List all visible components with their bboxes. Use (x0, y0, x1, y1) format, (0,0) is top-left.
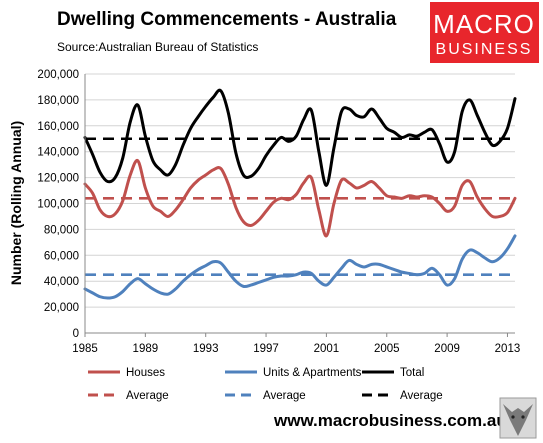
total-line (83, 88, 517, 187)
legend-total-average-label: Average (400, 390, 443, 402)
y-tick-label: 120,000 (37, 173, 79, 185)
x-axis-ticks: 1985 1989 1993 1997 2001 2005 2009 2013 (72, 333, 520, 355)
y-tick-label: 200,000 (37, 69, 79, 81)
chart-title: Dwelling Commencements - Australia (57, 9, 397, 30)
legend-houses-average-label: Average (126, 390, 169, 402)
legend-total-label: Total (400, 367, 424, 379)
website-url: www.macrobusiness.com.au (273, 411, 507, 430)
x-tick-label: 2001 (314, 343, 340, 355)
y-tick-label: 60,000 (44, 250, 79, 262)
y-axis-label: Number (Rolling Annual) (8, 121, 24, 285)
y-tick-label: 180,000 (37, 95, 79, 107)
x-tick-label: 2013 (495, 343, 521, 355)
legend-units-label: Units & Apartments (263, 367, 362, 379)
legend-units-average-label: Average (263, 390, 306, 402)
units-line (83, 234, 517, 300)
y-axis-ticks: 0 20,000 40,000 60,000 80,000 100,000 120,000 1… (37, 69, 79, 340)
legend-houses-label: Houses (126, 367, 165, 379)
x-tick-label: 1993 (193, 343, 219, 355)
x-tick-label: 1985 (72, 343, 98, 355)
y-tick-label: 80,000 (44, 224, 79, 236)
y-tick-label: 160,000 (37, 121, 79, 133)
wolf-logo-icon (499, 397, 537, 439)
legend: Houses Units & Apartments Total Average … (88, 367, 443, 402)
y-tick-label: 20,000 (44, 302, 79, 314)
x-tick-label: 2009 (434, 343, 460, 355)
logo-line1: MACRO (433, 9, 535, 39)
chart-subtitle: Source:Australian Bureau of Statistics (57, 40, 258, 54)
y-tick-label: 0 (73, 328, 79, 340)
y-tick-label: 40,000 (44, 276, 79, 288)
x-tick-label: 2005 (374, 343, 400, 355)
y-tick-label: 100,000 (37, 199, 79, 211)
houses-line (83, 158, 517, 238)
logo-line2: BUSINESS (436, 41, 533, 58)
macrobusiness-logo: MACRO BUSINESS (430, 2, 539, 63)
series-layer (83, 88, 517, 300)
x-tick-label: 1989 (133, 343, 159, 355)
y-tick-label: 140,000 (37, 147, 79, 159)
x-tick-label: 1997 (253, 343, 279, 355)
